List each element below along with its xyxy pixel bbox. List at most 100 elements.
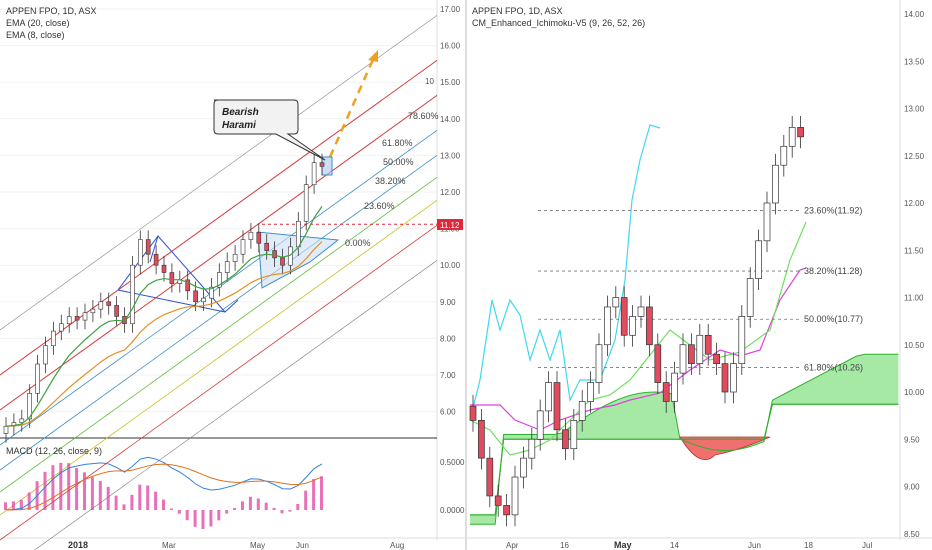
right-candle-body: [536, 410, 544, 440]
right-candle-body: [671, 372, 678, 402]
left-candle-body: [240, 239, 246, 255]
right-candle-body: [595, 344, 603, 383]
left-y-tick: 16.00: [440, 42, 461, 51]
macd-histogram-bar: [154, 491, 158, 510]
wedge-line: [117, 235, 159, 291]
left-candle-body: [319, 162, 325, 167]
macd-histogram-bar: [138, 484, 142, 510]
left-candle-body: [248, 231, 254, 240]
left-y-tick: 6.00: [440, 408, 456, 417]
right-candle-body: [469, 405, 477, 421]
left-candle-body: [161, 264, 167, 273]
x-tick-jun: Jun: [296, 541, 309, 550]
wedge-line: [117, 289, 226, 313]
left-ema-lines: [5, 206, 323, 427]
left-y-tick: 7.00: [440, 371, 456, 380]
macd-histogram-bar: [90, 477, 94, 510]
macd-histogram-bar: [233, 507, 237, 510]
right-candle-body: [486, 457, 494, 497]
left-candle-body: [114, 305, 119, 317]
fib-channel-line: [0, 200, 438, 516]
left-candle-body: [3, 425, 9, 434]
right-candle-body: [612, 297, 620, 308]
left-candle-body: [58, 323, 64, 332]
macd-histogram-bar: [114, 495, 118, 510]
x-tick-apr: Apr: [506, 541, 519, 550]
fib-label: 23.60%: [364, 201, 395, 211]
right-candle-body: [478, 420, 485, 459]
ema8-line: [5, 206, 323, 427]
macd-histogram-bar: [201, 510, 205, 529]
macd-histogram-bar: [209, 510, 213, 527]
left-candle-body: [138, 239, 143, 266]
annotation-bubble[interactable]: [213, 99, 326, 161]
projection-arrow: [328, 54, 377, 158]
macd-histogram-bar: [4, 502, 7, 510]
left-candle-body: [106, 301, 111, 306]
right-candle-body: [704, 334, 712, 355]
left-candle-body: [280, 257, 285, 266]
ema20-line: [5, 241, 323, 427]
macd-histogram-bar: [106, 486, 110, 510]
macd-histogram-bar: [146, 485, 150, 510]
left-candle-body: [82, 312, 88, 321]
fib-level-label: 38.20%(11.28): [804, 266, 862, 276]
left-candle-body: [98, 301, 104, 310]
left-candle-body: [303, 184, 309, 222]
ichimoku-legend: CM_Enhanced_Ichimoku-V5 (9, 26, 52, 26): [472, 18, 645, 28]
x-tick-14: 14: [670, 541, 679, 550]
fib-label: 61.80%: [382, 138, 413, 148]
macd-histogram-bar: [162, 499, 165, 510]
fib-channel-line: [0, 177, 438, 493]
macd-histogram-bar: [51, 465, 55, 510]
x-tick-may: May: [250, 541, 265, 550]
left-candle-body: [90, 308, 96, 314]
last-price-tag: [437, 219, 463, 230]
right-candle-body: [746, 278, 754, 317]
left-fib-channel: 78.60% 61.80% 50.00% 38.20% 23.60% 0.00%: [0, 15, 439, 550]
fib-channel-line: [0, 225, 438, 541]
left-candle-body: [185, 279, 190, 292]
left-candle-body: [19, 418, 25, 423]
left-candle-body: [295, 220, 301, 248]
macd-histogram-bar: [264, 502, 268, 510]
x-tick-aug: Aug: [390, 541, 404, 550]
macd-histogram-bar: [43, 471, 47, 510]
x-tick-2018: 2018: [68, 540, 88, 550]
left-candle-body: [311, 162, 317, 185]
fib-channel-line: [0, 94, 438, 411]
macd-histogram-bar: [225, 510, 229, 514]
right-candle-body: [679, 344, 687, 374]
macd-histogram-bar: [27, 492, 31, 510]
left-candle-body: [35, 363, 40, 394]
ema8-legend: EMA (8, close): [6, 30, 65, 40]
left-candle-body: [256, 231, 262, 244]
right-candle-body: [662, 382, 670, 402]
x-tick-jun-right: Jun: [748, 541, 761, 550]
left-candle-body: [209, 286, 214, 299]
right-candle-body: [494, 495, 502, 506]
fib-level-label: 23.60%(11.92): [804, 206, 862, 216]
left-candle-body: [66, 316, 72, 325]
macd-histogram-bar: [19, 499, 23, 510]
right-candle-body: [646, 306, 653, 346]
macd-histogram-bar: [11, 501, 15, 510]
right-y-tick: 11.00: [904, 294, 924, 303]
left-candle-body: [217, 272, 222, 288]
left-candle-body: [27, 392, 33, 420]
macd-histogram-bar: [67, 463, 71, 510]
left-candle-body: [43, 345, 48, 365]
left-macd-pane: 0.5000 0.0000: [4, 456, 465, 529]
right-candles: [469, 116, 804, 527]
left-y-tick: 13.00: [440, 151, 461, 160]
left-y-tick: 14.00: [440, 115, 461, 124]
right-candle-body: [578, 401, 586, 421]
right-candle-body: [688, 344, 695, 364]
right-y-tick: 9.00: [904, 483, 920, 492]
macd-histogram-bar: [185, 510, 189, 521]
left-candle-body: [201, 297, 206, 303]
right-candle-body: [553, 382, 561, 431]
macd-histogram-bar: [217, 510, 221, 521]
